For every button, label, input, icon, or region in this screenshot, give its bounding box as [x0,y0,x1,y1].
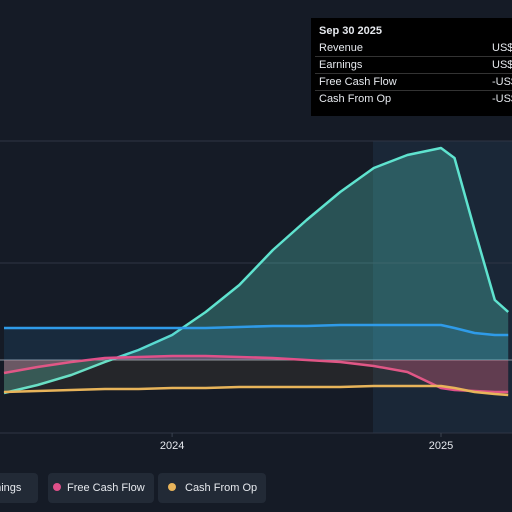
tooltip-label: Revenue [319,42,363,54]
area [4,148,509,393]
x-tick-label: 2025 [429,440,453,452]
legend-label: Cash From Op [185,482,257,494]
tooltip-box [311,18,512,116]
area [4,360,509,395]
line [3,146,510,395]
plot: 2024 2025 [0,140,512,452]
tooltip-label: Cash From Op [319,93,391,105]
legend-label: Free Cash Flow [67,482,145,494]
line [4,323,509,337]
area [4,325,509,360]
legend-item [158,473,266,503]
tooltip-label: Earnings [319,59,363,71]
tooltip-date: Sep 30 2025 [319,25,382,37]
legend: Earnings Free Cash Flow Cash From Op [0,473,266,503]
line [3,354,509,394]
highlight-band [373,141,512,433]
area [4,356,509,392]
x-tick-label: 2024 [160,440,184,452]
tooltip-value: US$ [492,42,512,54]
tooltip-value: US$ [492,59,512,71]
legend-swatch [53,483,61,491]
tooltip-value: -US$ [492,76,512,88]
legend-swatch [168,483,176,491]
legend-item [48,473,154,503]
legend-label: Earnings [0,482,22,494]
line [3,384,509,397]
tooltip-label: Free Cash Flow [319,76,397,88]
tooltip-value: -US$ [492,93,512,105]
tooltip: Sep 30 2025 Revenue US$ Earnings US$ Free Ca… [311,18,512,116]
legend-item [0,473,38,503]
